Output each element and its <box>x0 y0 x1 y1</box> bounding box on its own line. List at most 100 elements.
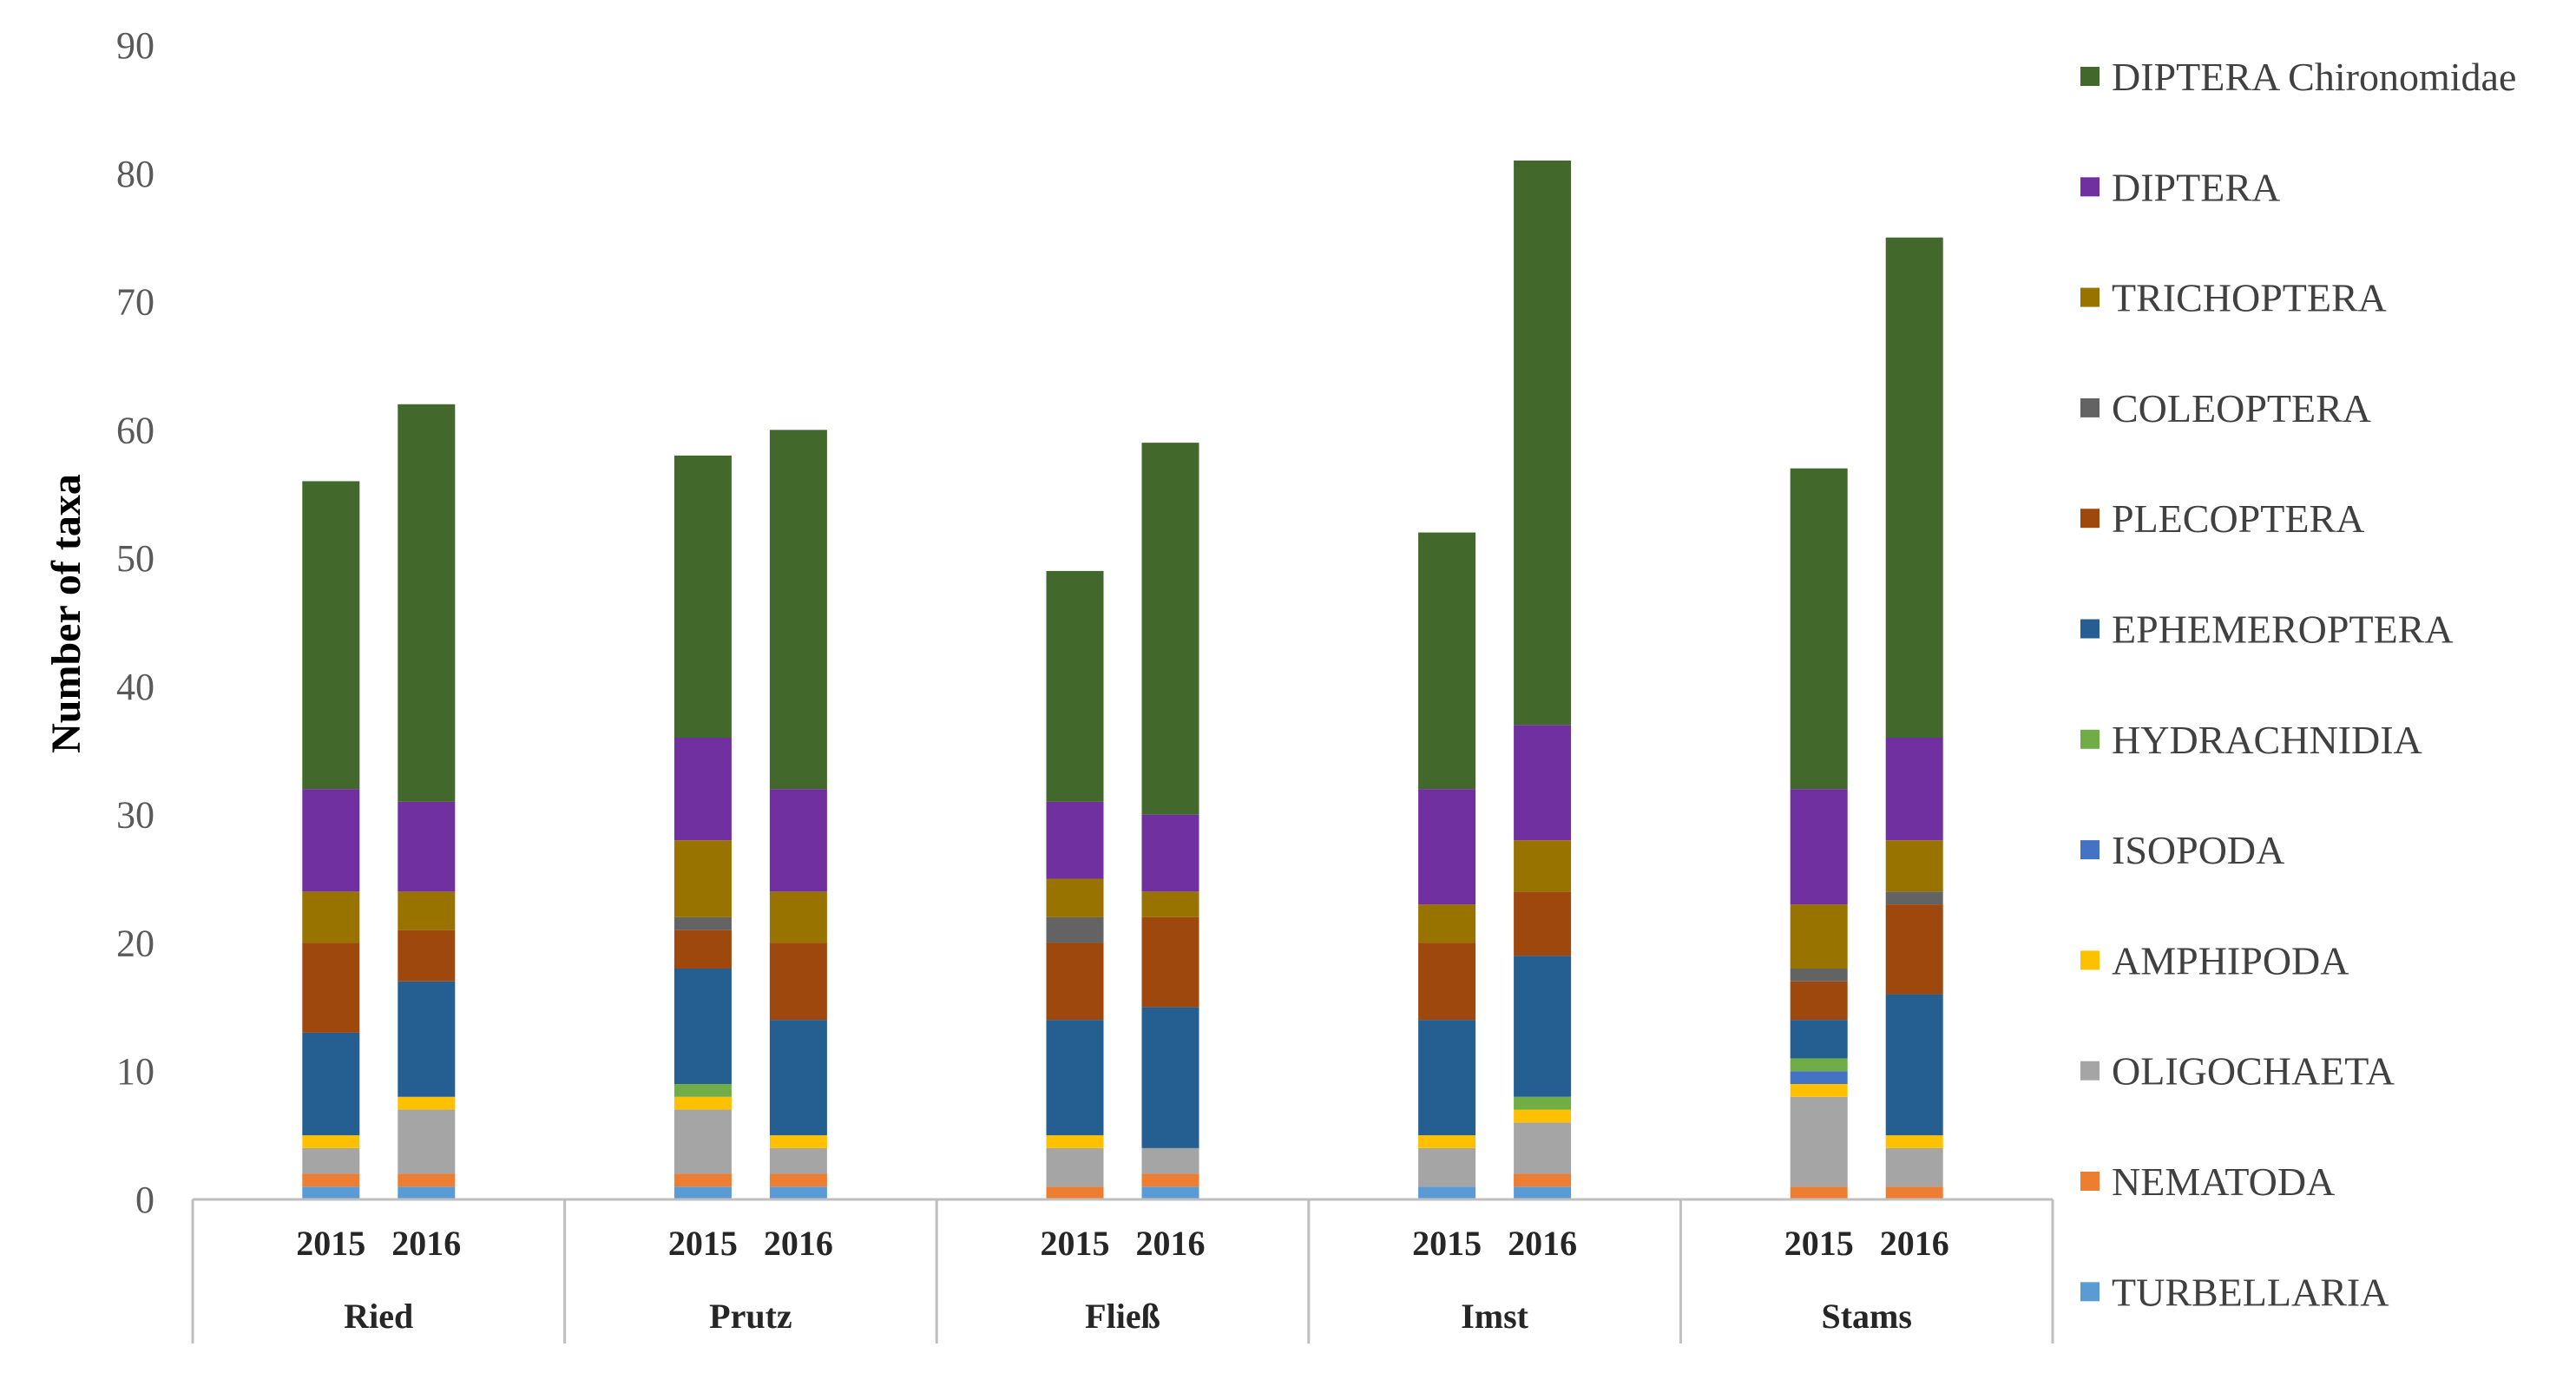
bar-ried-2016-trichoptera <box>398 891 456 930</box>
legend-label-amphipoda: AMPHIPODA <box>2112 938 2349 982</box>
x-tick-year-flie-2015: 2015 <box>1041 1224 1110 1263</box>
x-tick-year-ried-2016: 2016 <box>391 1224 461 1263</box>
bar-imst-2016-plecoptera <box>1514 891 1572 956</box>
bar-imst-2015-diptera <box>1418 789 1476 905</box>
y-tick-label-10: 10 <box>116 1050 154 1093</box>
bar-ried-2016-oligochaeta <box>398 1109 456 1174</box>
bar-ried-2016-amphipoda <box>398 1096 456 1110</box>
bar-stams-2015-diptera-chironomidae <box>1790 468 1848 790</box>
bar-stams-2016-trichoptera <box>1885 840 1943 892</box>
bar-flie-2015-plecoptera <box>1046 943 1104 1021</box>
bar-flie-2015-coleoptera <box>1046 916 1104 943</box>
bar-ried-2016-diptera-chironomidae <box>398 404 456 802</box>
legend-label-coleoptera: COLEOPTERA <box>2112 386 2371 430</box>
bar-ried-2015-oligochaeta <box>302 1147 360 1174</box>
bar-imst-2016-diptera <box>1514 725 1572 841</box>
y-tick-label-80: 80 <box>116 153 154 195</box>
bar-imst-2016-turbellaria <box>1514 1186 1572 1199</box>
bar-ried-2016-plecoptera <box>398 930 456 982</box>
bar-imst-2015-turbellaria <box>1418 1186 1476 1199</box>
bar-prutz-2015-oligochaeta <box>674 1109 732 1174</box>
bar-prutz-2015-turbellaria <box>674 1186 732 1199</box>
y-tick-label-20: 20 <box>116 922 154 964</box>
bar-imst-2016-ephemeroptera <box>1514 956 1572 1097</box>
bar-flie-2015-oligochaeta <box>1046 1147 1104 1187</box>
bar-stams-2015-amphipoda <box>1790 1084 1848 1097</box>
y-tick-label-30: 30 <box>116 794 154 837</box>
bar-prutz-2016-nematoda <box>769 1173 827 1187</box>
bar-imst-2016-nematoda <box>1514 1173 1572 1187</box>
bar-stams-2015-plecoptera <box>1790 981 1848 1021</box>
legend-swatch-amphipoda <box>2080 950 2100 970</box>
legend-swatch-coleoptera <box>2080 397 2100 417</box>
legend-swatch-plecoptera <box>2080 509 2100 529</box>
y-axis-title: Number of taxa <box>43 474 89 753</box>
bar-prutz-2015-hydrachnidia <box>674 1084 732 1097</box>
bar-flie-2015-diptera-chironomidae <box>1046 570 1104 802</box>
bar-ried-2015-diptera-chironomidae <box>302 481 360 790</box>
legend-swatch-isopoda <box>2080 840 2100 860</box>
bar-stams-2015-oligochaeta <box>1790 1096 1848 1187</box>
bar-ried-2015-trichoptera <box>302 891 360 943</box>
legend-swatch-trichoptera <box>2080 287 2100 307</box>
x-tick-site-ried: Ried <box>344 1297 413 1336</box>
bar-stams-2016-ephemeroptera <box>1885 994 1943 1136</box>
bar-imst-2015-diptera-chironomidae <box>1418 532 1476 790</box>
bar-flie-2016-trichoptera <box>1141 891 1199 917</box>
bar-imst-2015-plecoptera <box>1418 943 1476 1021</box>
axes-layer <box>191 1198 2054 1343</box>
bar-stams-2016-diptera <box>1885 738 1943 841</box>
bar-ried-2015-turbellaria <box>302 1186 360 1199</box>
bar-ried-2015-plecoptera <box>302 943 360 1033</box>
x-tick-site-prutz: Prutz <box>709 1297 792 1336</box>
x-tick-year-stams-2015: 2015 <box>1784 1224 1854 1263</box>
x-tick-year-flie-2016: 2016 <box>1136 1224 1206 1263</box>
x-tick-site-flie: Fließ <box>1085 1297 1160 1336</box>
legend-label-trichoptera: TRICHOPTERA <box>2112 276 2387 320</box>
bar-ried-2016-nematoda <box>398 1173 456 1187</box>
x-tick-year-imst-2015: 2015 <box>1412 1224 1482 1263</box>
x-tick-site-imst: Imst <box>1461 1297 1528 1336</box>
bar-prutz-2015-plecoptera <box>674 930 732 969</box>
legend-label-isopoda: ISOPODA <box>2112 828 2284 872</box>
bar-stams-2015-trichoptera <box>1790 904 1848 969</box>
bar-prutz-2016-diptera-chironomidae <box>769 430 827 790</box>
y-tick-label-50: 50 <box>116 537 154 580</box>
bar-ried-2016-ephemeroptera <box>398 981 456 1097</box>
bar-stams-2015-diptera <box>1790 789 1848 905</box>
bar-stams-2016-amphipoda <box>1885 1135 1943 1148</box>
bar-flie-2016-diptera <box>1141 814 1199 892</box>
bar-ried-2015-nematoda <box>302 1173 360 1187</box>
bar-flie-2015-diptera <box>1046 801 1104 879</box>
bar-stams-2015-hydrachnidia <box>1790 1058 1848 1072</box>
bar-flie-2015-nematoda <box>1046 1186 1104 1199</box>
legend-label-oligochaeta: OLIGOCHAETA <box>2112 1049 2395 1094</box>
y-tick-label-40: 40 <box>116 666 154 708</box>
bar-flie-2016-nematoda <box>1141 1173 1199 1187</box>
x-tick-year-ried-2015: 2015 <box>296 1224 365 1263</box>
bar-prutz-2015-ephemeroptera <box>674 969 732 1084</box>
bar-prutz-2015-diptera-chironomidae <box>674 455 732 738</box>
bar-ried-2016-turbellaria <box>398 1186 456 1199</box>
legend-label-hydrachnidia: HYDRACHNIDIA <box>2112 718 2422 762</box>
bar-flie-2016-oligochaeta <box>1141 1147 1199 1174</box>
y-tick-label-70: 70 <box>116 281 154 324</box>
legend-label-diptera-chironomidae: DIPTERA Chironomidae <box>2112 55 2516 99</box>
bar-prutz-2016-plecoptera <box>769 943 827 1021</box>
bar-flie-2016-turbellaria <box>1141 1186 1199 1199</box>
legend-swatch-nematoda <box>2080 1172 2100 1191</box>
y-tick-label-0: 0 <box>135 1179 154 1221</box>
bar-flie-2015-ephemeroptera <box>1046 1020 1104 1136</box>
bar-prutz-2016-diptera <box>769 789 827 892</box>
y-tick-label-60: 60 <box>116 409 154 451</box>
legend-label-nematoda: NEMATODA <box>2112 1159 2335 1204</box>
x-tick-year-imst-2016: 2016 <box>1508 1224 1577 1263</box>
bar-flie-2016-ephemeroptera <box>1141 1007 1199 1148</box>
bar-imst-2016-diptera-chironomidae <box>1514 161 1572 726</box>
bar-stams-2015-isopoda <box>1790 1071 1848 1084</box>
bar-flie-2015-trichoptera <box>1046 878 1104 917</box>
bar-flie-2016-diptera-chironomidae <box>1141 443 1199 815</box>
legend-swatch-oligochaeta <box>2080 1061 2100 1081</box>
